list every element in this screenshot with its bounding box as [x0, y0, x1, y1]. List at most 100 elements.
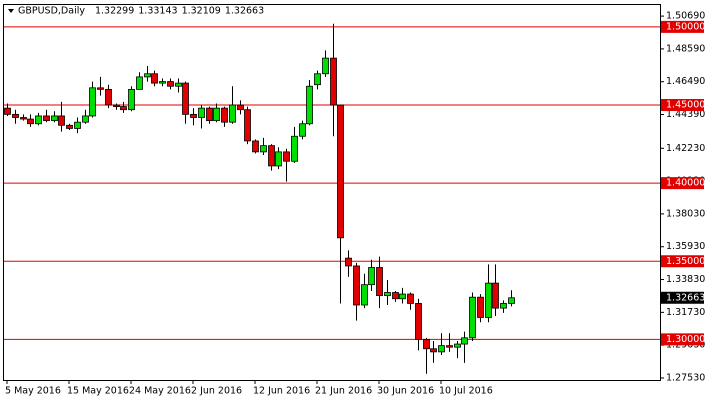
candle-body [151, 73, 158, 84]
y-tick-label: 1.31730 [666, 307, 705, 318]
candle-body [167, 81, 174, 87]
x-tick-label: 21 Jun 2016 [315, 386, 372, 397]
candle-body [500, 303, 507, 309]
candle-body [221, 107, 228, 123]
level-label-box [661, 333, 704, 346]
candle-body [353, 265, 360, 306]
candle-body [337, 104, 344, 239]
candle-body [454, 343, 461, 348]
candle-body [330, 57, 337, 106]
current-price-box [661, 291, 704, 304]
candle-body [105, 88, 112, 106]
candle-body [252, 140, 259, 153]
header-value: 1.32299 [95, 6, 134, 17]
candle-body [213, 107, 220, 122]
y-tick-label: 1.42230 [666, 143, 705, 154]
candle-body [206, 107, 213, 122]
level-label-box [661, 255, 704, 268]
candle-body [182, 82, 189, 115]
candle-body [12, 113, 19, 118]
level-label-box [661, 20, 704, 33]
candle-body [291, 135, 298, 162]
level-label: 1.40000 [666, 178, 705, 189]
candle-body [376, 267, 383, 297]
candle-body [82, 115, 89, 123]
candle-body [407, 293, 414, 304]
candle-body [477, 296, 484, 318]
candle-body [66, 124, 73, 129]
candle-body [190, 113, 197, 118]
x-tick-label: 30 Jun 2016 [377, 386, 434, 397]
candle-body [89, 87, 96, 117]
x-tick-label: 24 May 2016 [129, 386, 191, 397]
candle-body [345, 257, 352, 267]
y-tick-label: 1.46490 [666, 76, 705, 87]
chart-title: GBPUSD,Daily [18, 6, 85, 17]
candle-body [485, 282, 492, 318]
x-tick-label: 2 Jun 2016 [191, 386, 242, 397]
candle-body [120, 106, 127, 111]
level-label: 1.50000 [666, 21, 705, 32]
candle-body [392, 292, 399, 300]
candle-body [415, 303, 422, 340]
candle-body [20, 117, 27, 120]
candle-body [260, 145, 267, 153]
candle-body [508, 297, 515, 304]
collapse-icon [8, 9, 14, 13]
candle-body [423, 338, 430, 350]
x-tick-label: 10 Jul 2016 [439, 386, 493, 397]
level-label: 1.35000 [666, 256, 705, 267]
candle-body [51, 115, 58, 122]
candle-body [237, 104, 244, 111]
candle-body [299, 123, 306, 137]
header-value: 1.32109 [182, 6, 221, 17]
candle-body [58, 115, 65, 126]
y-tick-label: 1.38030 [666, 208, 705, 219]
candle-body [314, 73, 321, 86]
candle-body [461, 337, 468, 345]
candle-body [268, 145, 275, 167]
y-tick-label: 1.48590 [666, 43, 705, 54]
candle-body [446, 345, 453, 348]
candle-body [275, 151, 282, 167]
candle-body [27, 118, 34, 125]
current-price-label: 1.32663 [666, 292, 705, 303]
y-tick-label: 1.44390 [666, 109, 705, 120]
candle-body [43, 115, 50, 122]
candle-body [361, 284, 368, 306]
candle-body [113, 104, 120, 107]
candle-body [175, 82, 182, 87]
candle-body [74, 121, 81, 129]
x-tick-label: 15 May 2016 [67, 386, 129, 397]
y-tick-label: 1.35930 [666, 241, 705, 252]
x-tick-label: 5 May 2016 [5, 386, 61, 397]
candle-body [229, 104, 236, 123]
candle-body [35, 115, 42, 125]
candle-body [492, 282, 499, 309]
level-label: 1.30000 [666, 334, 705, 345]
candle-body [399, 293, 406, 300]
candle-body [4, 107, 11, 115]
candle-body [159, 81, 166, 84]
candle-body [128, 88, 135, 111]
candle-body [368, 267, 375, 286]
y-tick-label: 1.27530 [666, 372, 705, 383]
candle-body [198, 107, 205, 118]
candle-body [469, 296, 476, 339]
header-value: 1.33143 [138, 6, 177, 17]
header-value: 1.32663 [225, 6, 264, 17]
level-label-box [661, 99, 704, 111]
candle-body [306, 85, 313, 125]
candle-body [244, 109, 251, 142]
candle-body [283, 151, 290, 162]
candle-body [144, 73, 151, 78]
y-tick-label: 1.50690 [666, 11, 705, 22]
level-label-box [661, 177, 704, 190]
candle-body [322, 57, 329, 75]
candle-body [384, 292, 391, 297]
candle-body [136, 76, 143, 90]
y-tick-label: 1.33830 [666, 274, 705, 285]
